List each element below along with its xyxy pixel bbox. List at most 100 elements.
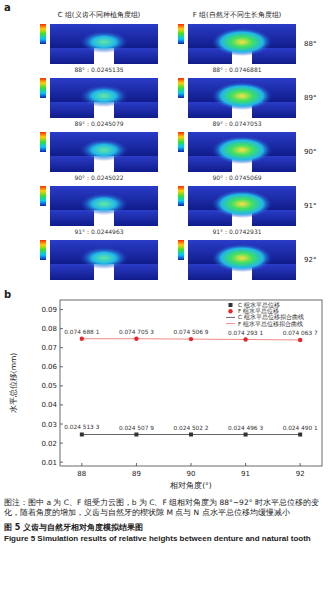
point-square: [134, 433, 138, 437]
svg-text:水平总位移(mm): 水平总位移(mm): [9, 353, 18, 414]
tooth-right: [114, 156, 158, 172]
caption-title-en: Figure 5 Simulation results of relative …: [4, 533, 328, 544]
svg-text:0.01: 0.01: [41, 459, 57, 467]
svg-text:a: a: [4, 2, 11, 13]
y-tick: [60, 385, 63, 386]
svg-text:92: 92: [296, 470, 305, 478]
svg-text:0.074 063 7: 0.074 063 7: [283, 330, 318, 336]
plot-area: [80, 337, 303, 437]
point-circle: [189, 337, 193, 341]
image-bg: [38, 22, 160, 64]
svg-text:0.09: 0.09: [41, 306, 57, 314]
svg-text:F 组水平总位移拟合曲线: F 组水平总位移拟合曲线: [238, 320, 303, 327]
svg-text:91: 91: [241, 470, 250, 478]
tooth-left: [50, 210, 94, 226]
image-bg: [176, 130, 298, 172]
svg-text:89°：0.0245079: 89°：0.0245079: [74, 120, 123, 127]
svg-text:0.074 705 3: 0.074 705 3: [119, 329, 154, 335]
tooth-left: [50, 48, 94, 64]
stress-image: [38, 22, 160, 64]
svg-text:90: 90: [187, 470, 196, 478]
caption-note: 图注：图中 a 为 C、F 组受力云图，b 为 C、F 组相对角度为 88°~9…: [4, 498, 328, 518]
svg-text:0.024 513 3: 0.024 513 3: [64, 424, 99, 430]
svg-text:0.03: 0.03: [41, 421, 57, 429]
color-legend: [40, 78, 46, 98]
image-bg: [38, 76, 160, 118]
svg-text:0.05: 0.05: [41, 382, 57, 390]
y-tick: [60, 328, 63, 329]
svg-text:88°：0.0746881: 88°：0.0746881: [212, 66, 261, 73]
svg-text:90°：0.0745069: 90°：0.0745069: [212, 174, 261, 181]
legend-square: [229, 303, 233, 307]
stress-zone: [80, 85, 128, 107]
tooth-right: [114, 102, 158, 118]
svg-text:0.02: 0.02: [41, 440, 57, 448]
point-circle: [80, 337, 84, 341]
stress-image: [176, 184, 298, 226]
stress-zone: [80, 247, 128, 269]
stress-zone: [212, 136, 272, 164]
svg-text:0.024 496 3: 0.024 496 3: [228, 425, 263, 431]
x-tick: [136, 463, 137, 466]
tooth-right: [114, 48, 158, 64]
color-legend: [178, 78, 184, 98]
image-bg: [176, 184, 298, 226]
x-tick: [300, 463, 301, 466]
y-tick: [60, 462, 63, 463]
stress-zone: [80, 139, 128, 161]
tooth-left: [50, 264, 94, 280]
color-legend: [40, 132, 46, 152]
svg-text:89°: 89°: [304, 94, 316, 102]
stress-zone: [80, 31, 128, 53]
svg-text:0.07: 0.07: [41, 344, 57, 352]
image-bg: [38, 238, 160, 280]
stress-image: [38, 76, 160, 118]
plot-frame: [60, 300, 322, 466]
point-circle: [134, 337, 138, 341]
caption-title-cn: 图 5 义齿与自然牙相对角度模拟结果图: [4, 522, 328, 533]
color-legend: [40, 240, 46, 260]
color-legend: [178, 132, 184, 152]
svg-text:C 组水平总位移拟合曲线: C 组水平总位移拟合曲线: [238, 313, 304, 320]
point-square: [80, 432, 84, 436]
svg-text:0.024 490 1: 0.024 490 1: [283, 425, 318, 431]
color-legend: [178, 186, 184, 206]
svg-text:0.024 502 2: 0.024 502 2: [173, 425, 208, 431]
svg-text:91°：0.0742931: 91°：0.0742931: [212, 228, 261, 235]
tooth-left: [50, 102, 94, 118]
point-circle: [298, 338, 302, 342]
svg-text:0.074 688 1: 0.074 688 1: [64, 329, 99, 335]
stress-image: [38, 130, 160, 172]
svg-text:相对角度(°): 相对角度(°): [170, 481, 212, 490]
svg-text:C 组(义齿不同种植角度组): C 组(义齿不同种植角度组): [58, 11, 141, 19]
svg-text:0.08: 0.08: [41, 325, 57, 333]
x-tick: [81, 463, 82, 466]
stress-zone: [212, 28, 272, 56]
y-tick: [60, 404, 63, 405]
svg-text:89: 89: [132, 470, 141, 478]
tooth-left: [50, 156, 94, 172]
y-tick: [60, 366, 63, 367]
y-tick: [60, 424, 63, 425]
svg-text:89°：0.0747053: 89°：0.0747053: [212, 120, 261, 127]
image-bg: [176, 76, 298, 118]
color-legend: [178, 240, 184, 260]
svg-text:92°: 92°: [304, 256, 316, 264]
stress-zone: [212, 82, 272, 110]
svg-text:88°: 88°: [304, 40, 316, 48]
svg-text:C 组水平总位移: C 组水平总位移: [238, 302, 280, 308]
point-square: [189, 433, 193, 437]
figure: aC 组(义齿不同种植角度组)88°：0.024513589°：0.024507…: [0, 0, 332, 496]
legend-circle: [228, 309, 232, 313]
stress-image: [176, 238, 298, 280]
y-tick: [60, 443, 63, 444]
image-bg: [176, 238, 298, 280]
stress-image: [176, 130, 298, 172]
svg-text:0.04: 0.04: [41, 401, 57, 409]
stress-zone: [212, 244, 272, 272]
x-tick: [191, 463, 192, 466]
image-bg: [38, 130, 160, 172]
y-tick: [60, 309, 63, 310]
stress-image: [38, 238, 160, 280]
svg-text:F 组水平总位移: F 组水平总位移: [238, 308, 279, 314]
